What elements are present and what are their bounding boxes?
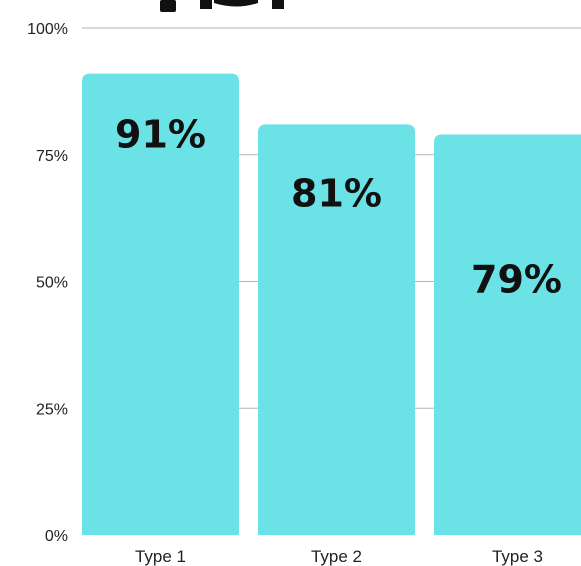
data-label: 79%: [471, 257, 562, 301]
y-tick-label: 0%: [45, 528, 68, 545]
y-axis-ticks: 0% 25% 50% 75% 100%: [27, 21, 68, 545]
x-axis-ticks: Type 1 Type 2 Type 3: [135, 547, 543, 566]
data-label: 81%: [291, 171, 382, 215]
bar: [82, 73, 239, 535]
bars: [82, 73, 581, 535]
bar: [258, 124, 415, 535]
data-label: 91%: [115, 113, 206, 157]
x-tick-label: Type 2: [311, 547, 362, 566]
y-tick-label: 75%: [36, 148, 68, 165]
y-tick-label: 100%: [27, 21, 68, 38]
title-fragment: [160, 0, 284, 12]
x-tick-label: Type 1: [135, 547, 186, 566]
data-labels: 91% 81% 79%: [115, 113, 562, 302]
bar: [434, 134, 581, 535]
y-tick-label: 50%: [36, 275, 68, 292]
y-tick-label: 25%: [36, 401, 68, 418]
x-tick-label: Type 3: [492, 547, 543, 566]
